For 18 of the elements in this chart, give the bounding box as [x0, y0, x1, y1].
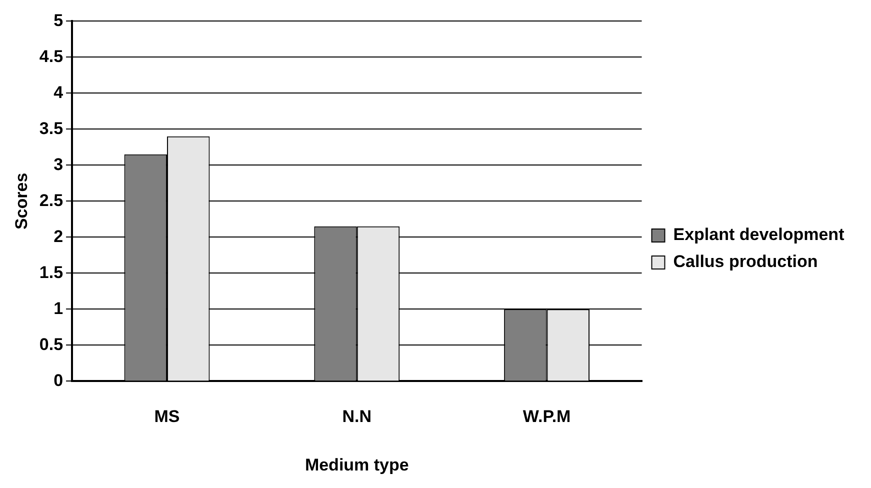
y-tick-label: 3.5: [39, 118, 64, 138]
y-tick-label: 5: [54, 10, 64, 30]
y-tick-label: 1: [54, 298, 64, 318]
y-tick-label: 4.5: [39, 46, 64, 66]
y-tick-label: 1.5: [39, 262, 64, 282]
legend-label: Explant development: [673, 225, 845, 244]
y-tick-label: 4: [54, 82, 64, 102]
legend-label: Callus production: [673, 252, 818, 272]
y-tick-label: 0: [54, 370, 64, 390]
x-tick-label: N.N: [342, 407, 372, 426]
y-axis-title: Scores: [12, 172, 31, 230]
y-tick-label: 0.5: [39, 334, 64, 354]
y-tick-label: 3: [54, 154, 64, 174]
y-tick-label: 2: [54, 226, 64, 246]
y-tick-label: 2.5: [39, 190, 64, 210]
x-tick-label: MS: [154, 407, 180, 426]
x-axis-title: Medium type: [304, 455, 409, 474]
x-tick-label: W.P.M: [522, 407, 571, 426]
